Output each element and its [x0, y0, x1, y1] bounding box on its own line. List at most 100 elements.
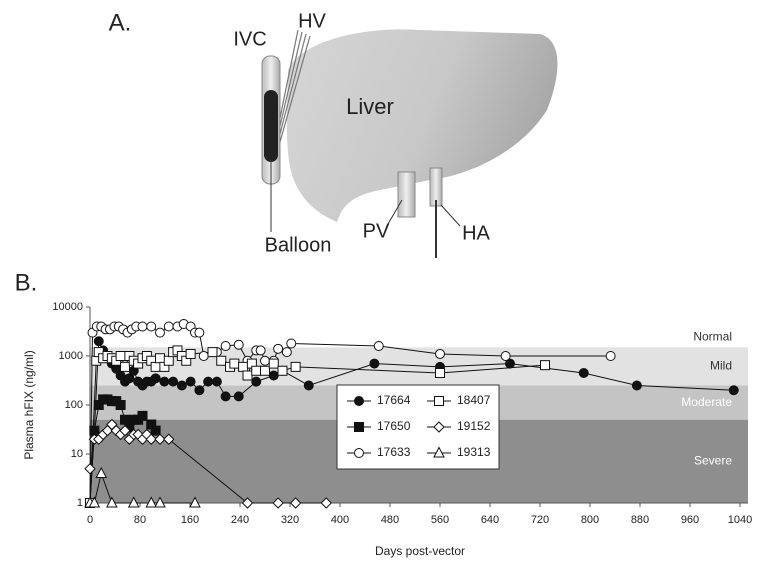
- marker: [150, 373, 161, 384]
- band-label: Normal: [693, 329, 732, 343]
- marker: [354, 448, 364, 458]
- marker: [229, 358, 240, 369]
- marker: [540, 360, 550, 371]
- marker: [320, 497, 332, 509]
- marker: [163, 355, 174, 366]
- marker: [268, 370, 279, 381]
- marker: [435, 348, 445, 359]
- y-tick-label: 10: [71, 448, 83, 460]
- marker: [155, 327, 165, 338]
- marker: [605, 351, 616, 361]
- marker: [84, 463, 96, 475]
- band-label: Mild: [710, 359, 732, 373]
- balloon-label: Balloon: [265, 234, 332, 256]
- marker: [273, 343, 284, 354]
- marker: [251, 365, 262, 376]
- marker: [88, 496, 101, 508]
- marker: [95, 466, 108, 478]
- marker: [176, 380, 187, 391]
- marker: [145, 433, 157, 445]
- marker: [286, 338, 297, 349]
- x-tick-label: 880: [631, 514, 649, 526]
- pv-label: PV: [363, 220, 390, 242]
- marker: [119, 424, 131, 437]
- marker: [115, 351, 126, 361]
- marker: [207, 347, 218, 358]
- marker: [433, 421, 445, 433]
- marker: [281, 347, 292, 358]
- marker: [728, 385, 739, 396]
- marker: [93, 336, 104, 347]
- marker: [251, 376, 262, 387]
- marker: [354, 422, 364, 432]
- marker: [242, 370, 253, 381]
- x-tick-label: 1040: [728, 514, 752, 526]
- marker: [268, 358, 279, 369]
- marker: [233, 339, 244, 350]
- marker: [578, 367, 589, 378]
- panel-label: A.: [109, 9, 132, 36]
- marker: [163, 321, 174, 332]
- marker: [303, 380, 314, 391]
- marker: [145, 496, 158, 508]
- x-tick-label: 240: [231, 514, 249, 526]
- marker: [124, 373, 135, 384]
- marker: [168, 376, 179, 387]
- ivc-label: IVC: [233, 28, 266, 50]
- hepatic-veins: [279, 29, 311, 143]
- marker: [146, 321, 157, 332]
- marker: [369, 358, 380, 369]
- marker: [216, 355, 227, 366]
- y-tick-label: 1: [77, 497, 83, 509]
- marker: [189, 496, 201, 508]
- marker: [277, 365, 288, 376]
- legend-label: 18407: [457, 393, 491, 407]
- marker: [505, 358, 515, 369]
- marker: [185, 348, 196, 359]
- ha-pointer: [440, 204, 461, 227]
- marker: [185, 376, 196, 387]
- marker: [260, 365, 270, 376]
- band-label: Severe: [694, 454, 732, 468]
- marker: [500, 351, 511, 361]
- marker: [233, 391, 244, 402]
- portal-vein: [397, 171, 416, 218]
- marker: [289, 497, 302, 509]
- severity-band: [90, 307, 748, 348]
- y-axis-title: Plasma hFIX (ng/ml): [22, 350, 36, 459]
- marker: [373, 340, 384, 351]
- marker: [150, 361, 161, 372]
- x-tick-label: 800: [581, 514, 599, 526]
- x-tick-label: 400: [331, 514, 349, 526]
- liver-shape: [286, 29, 558, 222]
- marker: [354, 396, 364, 406]
- marker: [154, 433, 166, 445]
- marker: [220, 340, 231, 351]
- marker: [155, 353, 165, 364]
- x-tick-label: 640: [481, 514, 499, 526]
- marker: [203, 376, 214, 387]
- hv-label: HV: [298, 10, 326, 32]
- marker: [272, 497, 284, 509]
- panel-label: B.: [15, 269, 38, 296]
- marker: [106, 496, 118, 508]
- marker: [154, 496, 166, 508]
- marker: [434, 396, 444, 406]
- marker: [194, 327, 205, 338]
- y-tick-label: 1000: [59, 350, 83, 362]
- legend-label: 17664: [377, 393, 411, 407]
- legend-label: 19313: [457, 445, 491, 459]
- marker: [433, 446, 445, 458]
- ha-label: HA: [462, 222, 490, 244]
- x-tick-label: 480: [381, 514, 399, 526]
- legend-label: 17633: [377, 445, 411, 459]
- marker: [115, 400, 126, 410]
- x-tick-label: 160: [181, 514, 199, 526]
- y-tick-label: 10000: [52, 301, 83, 313]
- marker: [194, 385, 205, 396]
- marker: [238, 361, 249, 372]
- pv-pointer: [387, 199, 403, 225]
- x-tick-label: 320: [281, 514, 299, 526]
